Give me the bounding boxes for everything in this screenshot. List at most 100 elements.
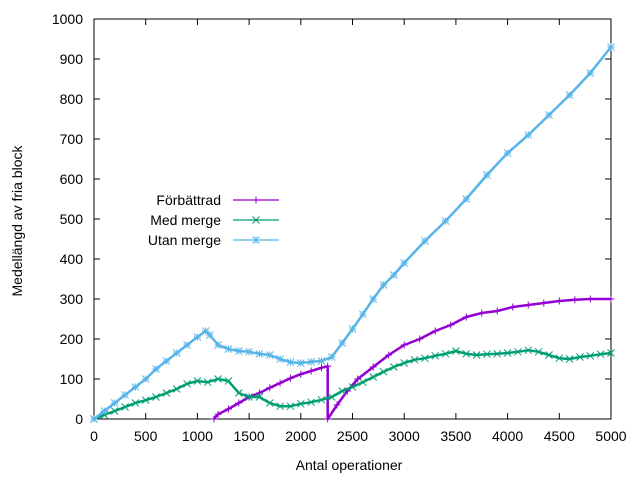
x-tick-label: 0 bbox=[90, 428, 98, 444]
data-point-marker bbox=[400, 259, 409, 267]
x-tick-label: 3500 bbox=[440, 428, 471, 444]
data-point-marker bbox=[441, 217, 450, 225]
data-point-marker bbox=[421, 354, 429, 363]
x-tick-label: 500 bbox=[134, 428, 158, 444]
data-point-marker bbox=[172, 349, 181, 357]
data-point-marker bbox=[245, 393, 253, 401]
data-point-marker bbox=[369, 373, 378, 381]
y-tick-label: 1000 bbox=[52, 11, 83, 27]
data-point-marker bbox=[131, 383, 140, 391]
data-point-marker bbox=[121, 403, 129, 411]
data-point-marker bbox=[607, 43, 615, 51]
data-point-marker bbox=[565, 91, 574, 99]
data-point-marker bbox=[348, 383, 357, 391]
data-point-marker bbox=[224, 377, 233, 385]
data-point-marker bbox=[483, 350, 491, 359]
x-axis-label: Antal operationer bbox=[296, 457, 403, 473]
data-point-marker bbox=[121, 391, 129, 399]
legend-label: Med merge bbox=[150, 212, 221, 228]
data-point-marker bbox=[193, 377, 202, 385]
data-point-marker bbox=[224, 345, 233, 353]
x-tick-label: 1500 bbox=[234, 428, 265, 444]
y-tick-label: 800 bbox=[60, 91, 84, 107]
data-point-marker bbox=[596, 350, 605, 359]
y-tick-label: 300 bbox=[60, 291, 84, 307]
legend: Förbättrad Med merge Utan merge bbox=[148, 192, 279, 248]
data-point-marker bbox=[452, 347, 460, 355]
data-point-marker bbox=[307, 357, 315, 366]
y-axis-label: Medellängd av fria block bbox=[9, 145, 25, 297]
data-point-marker bbox=[358, 310, 367, 319]
data-point-marker bbox=[503, 149, 512, 157]
data-point-marker bbox=[201, 327, 210, 335]
data-point-marker bbox=[152, 393, 160, 401]
data-point-marker bbox=[327, 353, 336, 361]
data-point-marker bbox=[524, 131, 533, 139]
x-tick-label: 4000 bbox=[492, 428, 523, 444]
data-point-marker bbox=[493, 349, 502, 358]
axis-ticks: 0 500 1000 1500 2000 2500 3000 3500 4000 4500 5000… bbox=[52, 11, 627, 444]
data-point-marker bbox=[234, 389, 243, 397]
data-point-marker bbox=[421, 237, 429, 245]
data-point-marker bbox=[205, 331, 214, 339]
series-3 bbox=[90, 43, 615, 423]
x-tick-label: 5000 bbox=[595, 428, 626, 444]
data-point-marker bbox=[472, 351, 481, 359]
data-point-marker bbox=[265, 399, 274, 407]
data-point-marker bbox=[390, 363, 398, 371]
y-tick-label: 200 bbox=[60, 331, 84, 347]
data-point-marker bbox=[441, 349, 450, 358]
data-point-marker bbox=[390, 271, 398, 279]
data-point-marker bbox=[317, 395, 326, 404]
data-point-marker bbox=[317, 357, 326, 365]
x-tick-label: 2500 bbox=[337, 428, 368, 444]
data-point-marker bbox=[193, 333, 202, 341]
data-point-marker bbox=[252, 236, 260, 244]
data-point-marker bbox=[265, 351, 274, 359]
data-point-marker bbox=[90, 415, 98, 423]
data-point-marker bbox=[327, 393, 336, 401]
legend-label: Förbättrad bbox=[156, 192, 221, 208]
data-point-marker bbox=[252, 216, 260, 224]
data-point-marker bbox=[338, 387, 347, 395]
data-point-marker bbox=[255, 349, 264, 358]
data-point-marker bbox=[286, 358, 295, 367]
data-point-marker bbox=[379, 281, 388, 289]
y-tick-label: 600 bbox=[60, 171, 84, 187]
data-point-marker bbox=[338, 339, 347, 347]
data-point-marker bbox=[245, 347, 253, 356]
data-point-marker bbox=[296, 399, 305, 408]
data-point-marker bbox=[131, 399, 140, 407]
data-point-marker bbox=[431, 351, 440, 360]
data-point-marker bbox=[400, 359, 409, 367]
series-line bbox=[212, 297, 611, 421]
data-point-marker bbox=[555, 354, 564, 363]
y-tick-label: 700 bbox=[60, 131, 84, 147]
x-tick-label: 1000 bbox=[182, 428, 213, 444]
y-tick-label: 400 bbox=[60, 251, 84, 267]
data-point-marker bbox=[576, 353, 584, 361]
data-point-marker bbox=[234, 347, 243, 355]
data-point-marker bbox=[110, 399, 119, 407]
data-point-marker bbox=[183, 341, 191, 349]
data-point-marker bbox=[276, 355, 284, 363]
data-point-marker bbox=[203, 378, 212, 387]
data-point-marker bbox=[358, 378, 367, 387]
data-point-marker bbox=[545, 111, 553, 119]
data-point-marker bbox=[214, 375, 222, 383]
data-point-marker bbox=[286, 402, 295, 411]
data-point-marker bbox=[296, 359, 305, 367]
series-2 bbox=[90, 346, 615, 423]
series-1 bbox=[210, 295, 615, 423]
data-point-marker bbox=[162, 389, 171, 397]
y-tick-label: 100 bbox=[60, 371, 84, 387]
data-point-marker bbox=[307, 398, 315, 407]
data-point-marker bbox=[214, 341, 222, 349]
data-point-marker bbox=[172, 385, 181, 393]
data-point-marker bbox=[534, 347, 543, 356]
data-point-marker bbox=[503, 349, 512, 357]
legend-label: Utan merge bbox=[148, 232, 221, 248]
series-layer bbox=[90, 43, 615, 423]
data-point-marker bbox=[410, 355, 419, 364]
